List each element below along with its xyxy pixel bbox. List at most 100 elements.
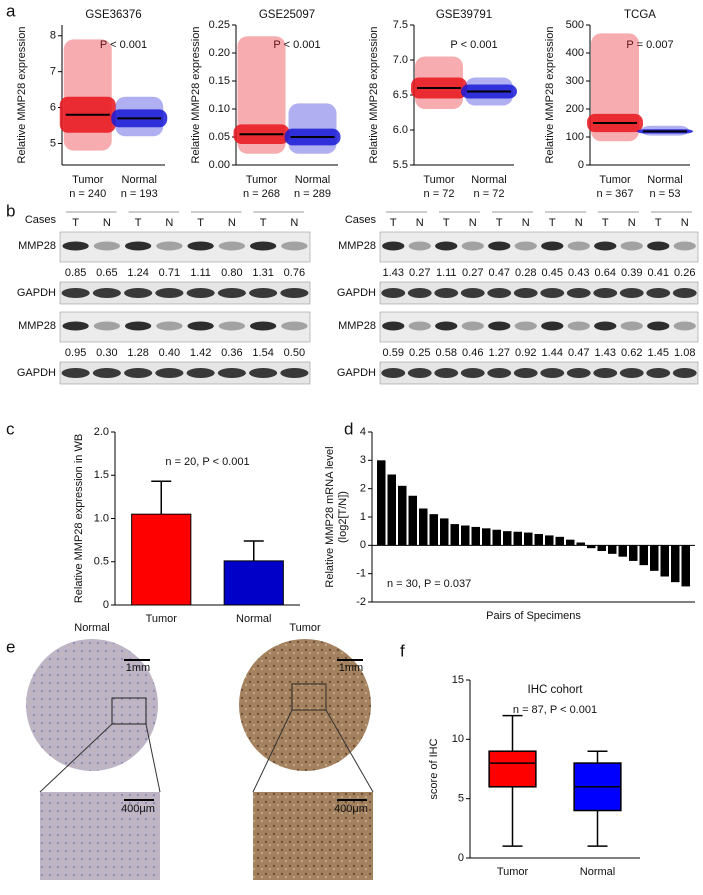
band-ratio: 0.47 bbox=[568, 347, 589, 359]
band bbox=[566, 368, 591, 378]
lane-label: N bbox=[681, 217, 689, 229]
band-ratio: 0.58 bbox=[436, 347, 457, 359]
lane-label: T bbox=[602, 217, 609, 229]
y-tick-label: 0 bbox=[578, 159, 584, 171]
y-tick-label: 6 bbox=[50, 101, 56, 113]
x-axis-label: Pairs of Specimens bbox=[486, 610, 581, 622]
band bbox=[218, 241, 245, 251]
bar bbox=[566, 539, 575, 546]
tissue-core bbox=[239, 639, 371, 771]
band bbox=[124, 288, 153, 298]
band bbox=[594, 241, 617, 251]
y-tick-label: 0.15 bbox=[209, 75, 230, 87]
n-label: n = 289 bbox=[294, 188, 331, 200]
cases-label: Cases bbox=[25, 214, 57, 226]
lane-label: T bbox=[655, 217, 662, 229]
band bbox=[647, 241, 670, 251]
lane-label: T bbox=[260, 217, 267, 229]
lane-label: T bbox=[390, 217, 397, 229]
band bbox=[92, 368, 121, 378]
annotation: n = 30, P = 0.037 bbox=[387, 578, 471, 590]
bar bbox=[492, 529, 501, 546]
x-tick-label: Normal bbox=[295, 174, 330, 186]
bar bbox=[513, 531, 522, 546]
panel-letter: e bbox=[6, 637, 15, 656]
cases-label: Cases bbox=[345, 214, 377, 226]
band bbox=[593, 288, 618, 298]
bar bbox=[440, 518, 449, 546]
bar bbox=[629, 545, 638, 561]
band bbox=[460, 368, 485, 378]
y-tick-label: 0 bbox=[458, 852, 464, 864]
band bbox=[566, 288, 591, 298]
band bbox=[407, 288, 432, 298]
band bbox=[567, 321, 590, 331]
band bbox=[61, 368, 90, 378]
n-label: n = 72 bbox=[474, 188, 505, 200]
band-ratio: 0.27 bbox=[409, 267, 430, 279]
band bbox=[250, 321, 277, 331]
band-ratio: 1.45 bbox=[648, 347, 669, 359]
band bbox=[280, 368, 309, 378]
bar bbox=[471, 526, 480, 546]
control-label: GAPDH bbox=[17, 287, 56, 299]
band bbox=[281, 241, 308, 251]
y-tick-label: 7.0 bbox=[393, 54, 408, 66]
y-tick-label: 2.0 bbox=[94, 426, 109, 438]
y-tick-label: 0.5 bbox=[94, 556, 109, 568]
panel-letter: c bbox=[6, 419, 15, 438]
scale-label: 1mm bbox=[339, 662, 363, 674]
y-tick-label: 0.25 bbox=[209, 19, 230, 31]
y-axis-label: score of IHC bbox=[428, 738, 440, 799]
band-ratio: 0.43 bbox=[568, 267, 589, 279]
x-tick-label: Normal bbox=[647, 174, 682, 186]
band-ratio: 1.24 bbox=[127, 267, 148, 279]
n-label: n = 367 bbox=[596, 188, 633, 200]
y-tick-label: 8 bbox=[50, 30, 56, 42]
y-tick-label: 7 bbox=[50, 66, 56, 78]
target-label: MMP28 bbox=[338, 320, 376, 332]
band bbox=[382, 241, 405, 251]
y-axis-label: (log2[T/N]) bbox=[337, 491, 349, 543]
zoom-line bbox=[145, 723, 161, 793]
band bbox=[408, 241, 431, 251]
band bbox=[461, 321, 484, 331]
bar bbox=[618, 545, 627, 557]
y-tick-label: 3 bbox=[360, 454, 366, 466]
band bbox=[381, 288, 406, 298]
band bbox=[92, 288, 121, 298]
band bbox=[647, 321, 670, 331]
band-ratio: 0.71 bbox=[159, 267, 180, 279]
bar bbox=[450, 524, 459, 546]
x-tick-label: Normal bbox=[471, 174, 506, 186]
y-axis-label: Relative MMP28 expression bbox=[368, 27, 380, 164]
y-tick-label: 4 bbox=[360, 426, 366, 438]
bar bbox=[398, 485, 407, 546]
band bbox=[408, 321, 431, 331]
annotation: n = 20, P < 0.001 bbox=[165, 456, 249, 468]
lane-label: N bbox=[628, 217, 636, 229]
bar bbox=[503, 531, 512, 546]
y-tick-label: 0 bbox=[103, 599, 109, 611]
zoom-box bbox=[291, 683, 327, 711]
lane-label: T bbox=[549, 217, 556, 229]
band bbox=[218, 321, 245, 331]
zoom-image bbox=[40, 792, 160, 880]
control-label: GAPDH bbox=[337, 367, 376, 379]
band bbox=[540, 288, 565, 298]
band bbox=[673, 241, 696, 251]
lane-label: T bbox=[443, 217, 450, 229]
bar bbox=[131, 513, 192, 606]
band bbox=[567, 241, 590, 251]
bar bbox=[681, 545, 690, 587]
blot-membrane bbox=[59, 361, 311, 385]
band bbox=[513, 368, 538, 378]
band bbox=[434, 368, 459, 378]
band bbox=[514, 321, 537, 331]
n-label: n = 72 bbox=[424, 188, 455, 200]
band bbox=[514, 241, 537, 251]
band bbox=[619, 288, 644, 298]
band-ratio: 0.65 bbox=[96, 267, 117, 279]
lane-label: N bbox=[522, 217, 530, 229]
